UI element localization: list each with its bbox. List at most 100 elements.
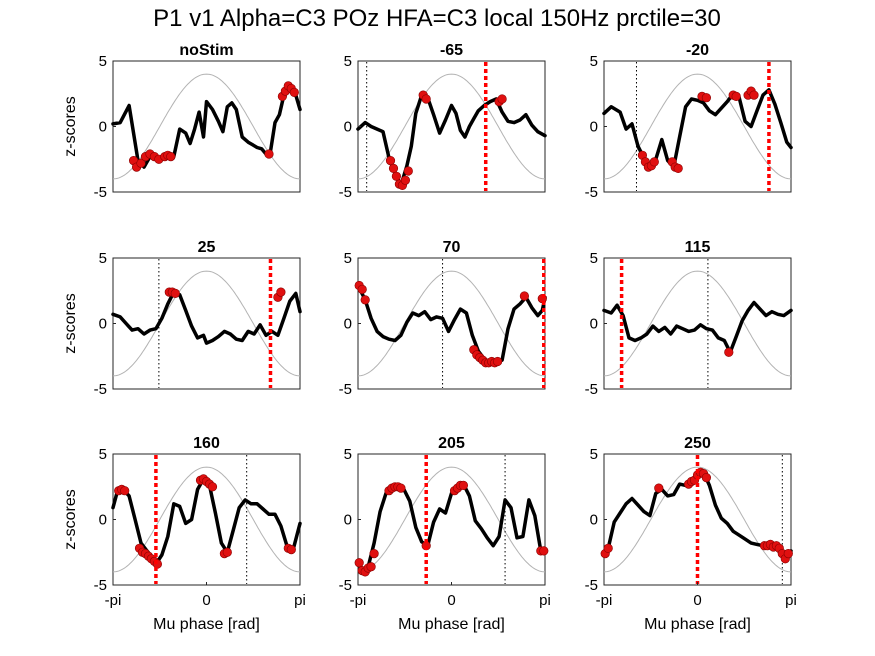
subplot-5: 70 5 0 -5 [339,239,547,398]
significant-point [207,482,218,492]
subplot-title: 70 [443,239,461,256]
subplot-6: 115 5 0 -5 [585,239,793,398]
significant-point [493,356,503,367]
y-tick-label: 5 [590,53,598,70]
y-tick-label: -5 [339,381,352,398]
x-tick-label: pi [785,592,797,609]
significant-point [724,347,734,357]
subplot-2: -65 5 0 -5 [339,42,547,201]
significant-point [286,544,296,555]
subplot-title: 250 [684,435,711,452]
x-tick-label: -pi [596,592,613,609]
y-tick-label: -5 [94,184,107,201]
significant-point [458,480,469,491]
signal-line [356,283,547,365]
y-axis-label: z-scores [62,96,79,156]
x-tick-label: 0 [447,592,455,609]
significant-point [654,483,664,493]
subplot-title: 115 [685,239,711,256]
x-tick-label: 0 [202,592,210,609]
significant-point [369,548,379,559]
significant-point [701,473,712,483]
y-axis-label: z-scores [62,293,79,353]
significant-point [385,156,396,166]
axes-frame [603,257,792,390]
significant-point [357,284,367,295]
significant-point [360,295,370,305]
significant-point [673,163,683,173]
y-tick-label: 5 [99,53,107,70]
significant-point [649,157,659,167]
significant-point [276,287,286,297]
significant-point [366,562,376,572]
reference-cosine [112,270,301,377]
subplot-title: -20 [686,42,709,59]
subplot-grid: noStim 5 0 -5 z-scores -65 5 0 -5 -20 5 0 -5 25 5 0 -5 z-… [62,42,797,633]
x-tick-label: -pi [105,592,122,609]
signal-line [602,88,793,169]
y-tick-label: 0 [344,316,352,333]
significant-point [391,171,402,181]
reference-cosine [603,73,792,180]
reference-cosine [357,270,546,377]
x-tick-label: pi [539,592,551,609]
y-tick-label: -5 [585,577,598,594]
significant-point [403,166,413,176]
y-tick-label: 0 [99,512,107,529]
y-axis-label: z-scores [62,489,79,549]
y-tick-label: -5 [585,184,598,201]
y-tick-label: 5 [99,446,107,463]
axes-frame [112,60,301,193]
signal-line [602,300,793,355]
significant-point [519,291,530,301]
y-tick-label: -5 [339,577,352,594]
significant-point [396,483,406,493]
subplot-1: noStim 5 0 -5 z-scores [62,42,302,201]
subplot-7: 160 5 0 -5 z-scores -pi 0 pi Mu phase [rad] [62,435,306,633]
y-tick-label: 0 [590,316,598,333]
x-axis-label: Mu phase [rad] [644,616,751,633]
y-tick-label: 0 [99,316,107,333]
y-tick-label: -5 [94,381,107,398]
subplot-title: noStim [179,42,233,59]
subplot-3: -20 5 0 -5 [585,42,793,201]
axes-frame [357,60,546,193]
y-tick-label: 5 [344,250,352,267]
significant-point [400,175,411,185]
y-tick-label: 0 [99,119,107,136]
subplot-title: -65 [440,42,463,59]
y-tick-label: 0 [590,512,598,529]
significant-point [166,152,176,162]
significant-point [136,158,146,168]
significant-point [731,91,741,101]
y-tick-label: 0 [590,119,598,136]
axes-frame [357,453,546,586]
significant-point [749,90,759,100]
subplot-title: 160 [193,435,220,452]
x-tick-label: pi [294,592,306,609]
y-tick-label: -5 [339,184,352,201]
y-tick-label: -5 [94,577,107,594]
y-tick-label: 5 [590,250,598,267]
significant-point [701,93,712,103]
significant-point [170,288,180,299]
significant-point [388,163,399,173]
significant-point [289,87,299,97]
y-tick-label: 0 [344,512,352,529]
significant-point [539,546,549,556]
subplot-4: 25 5 0 -5 z-scores [62,239,302,398]
figure-title: P1 v1 Alpha=C3 POz HFA=C3 local 150Hz pr… [153,5,721,32]
reference-cosine [603,270,792,377]
significant-point [354,558,364,568]
significant-point [497,94,507,104]
y-tick-label: 5 [99,250,107,267]
subplot-8: 205 5 0 -5-pi 0 pi Mu phase [rad] [339,435,551,633]
subplot-title: 25 [198,239,216,256]
axes-frame [112,453,301,586]
subplot-title: 205 [438,435,465,452]
x-tick-label: 0 [693,592,701,609]
x-axis-label: Mu phase [rad] [398,616,505,633]
significant-point [421,94,431,104]
y-tick-label: 5 [344,53,352,70]
significant-point [264,149,274,159]
